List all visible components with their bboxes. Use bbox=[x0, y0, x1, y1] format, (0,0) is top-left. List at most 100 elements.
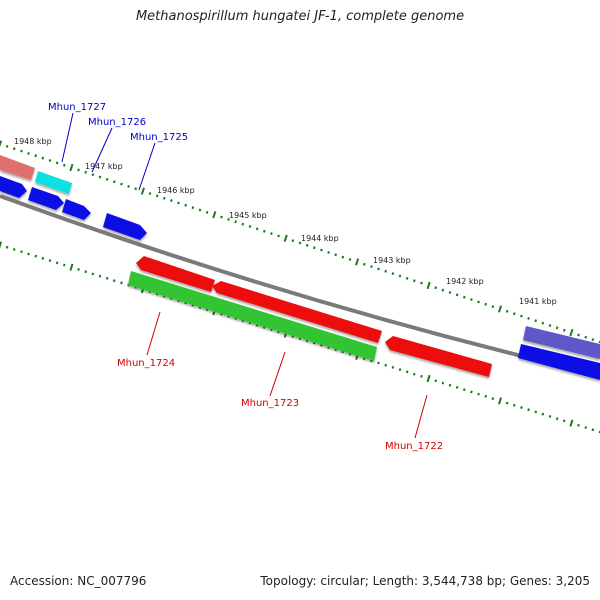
scale-tick-minor bbox=[520, 406, 523, 409]
scale-tick-minor bbox=[227, 218, 230, 221]
scale-tick-minor bbox=[470, 298, 473, 301]
map-title: Methanospirillum hungatei JF-1, complete… bbox=[135, 9, 465, 24]
scale-tick-minor bbox=[48, 159, 52, 162]
cds-cyan-mhun-1727[interactable] bbox=[35, 171, 72, 194]
scale-tick-minor bbox=[584, 426, 588, 429]
reverse-features bbox=[128, 256, 492, 377]
scale-tick-minor bbox=[27, 252, 30, 256]
scale-tick-minor bbox=[348, 258, 352, 261]
cds-red-mhun-1722[interactable] bbox=[385, 336, 492, 377]
cds-blue-c[interactable] bbox=[103, 213, 147, 240]
scale-tick-minor bbox=[255, 227, 259, 231]
scale-tick-minor bbox=[391, 366, 395, 369]
gene-label-mhun-1725[interactable]: Mhun_1725 bbox=[130, 132, 188, 143]
scale-tick-minor bbox=[405, 370, 409, 374]
scale-tick-minor bbox=[234, 220, 238, 224]
scale-tick-minor bbox=[162, 196, 166, 200]
scale-label-1943: 1943 kbp bbox=[373, 256, 411, 265]
cds-pink[interactable] bbox=[0, 155, 35, 180]
scale-tick-minor bbox=[520, 314, 523, 318]
scale-tick-major bbox=[355, 258, 360, 266]
scale-tick-minor bbox=[398, 274, 402, 278]
scale-tick-minor bbox=[505, 309, 509, 313]
cds-blue-a[interactable] bbox=[0, 176, 27, 198]
scale-tick-minor bbox=[577, 333, 580, 337]
scale-tick-major bbox=[140, 187, 145, 195]
scale-tick-minor bbox=[512, 403, 516, 407]
scale-tick-minor bbox=[420, 374, 423, 378]
gene-label-mhun-1727[interactable]: Mhun_1727 bbox=[48, 102, 106, 113]
scale-tick-major bbox=[69, 163, 74, 172]
cds-green-mhun-1724[interactable] bbox=[128, 271, 377, 361]
cds-red-mhun-1723[interactable] bbox=[212, 281, 382, 343]
scale-tick-minor bbox=[120, 182, 123, 186]
scale-tick-minor bbox=[277, 234, 280, 238]
scale-tick-minor bbox=[27, 152, 30, 155]
scale-tick-major bbox=[426, 374, 431, 383]
scale-tick-major bbox=[0, 140, 3, 148]
scale-tick-minor bbox=[412, 372, 416, 376]
scale-tick-major bbox=[0, 241, 2, 249]
scale-tick-minor bbox=[477, 392, 480, 396]
cds-slate[interactable] bbox=[523, 326, 600, 359]
gene-label-mhun-1722[interactable]: Mhun_1722 bbox=[385, 441, 443, 452]
scale-tick-minor bbox=[127, 185, 130, 188]
scale-tick-minor bbox=[177, 201, 180, 205]
scale-tick-minor bbox=[320, 248, 323, 252]
scale-tick-minor bbox=[291, 239, 295, 243]
scale-tick-minor bbox=[591, 428, 595, 432]
scale-tick-minor bbox=[305, 243, 309, 247]
scale-tick-minor bbox=[555, 417, 559, 421]
scale-tick-minor bbox=[384, 363, 388, 367]
gene-label-mhun-1724[interactable]: Mhun_1724 bbox=[117, 358, 175, 369]
gene-label-mhun-1723[interactable]: Mhun_1723 bbox=[241, 398, 299, 409]
scale-tick-major bbox=[569, 419, 574, 427]
scale-tick-minor bbox=[527, 408, 530, 412]
scale-tick-minor bbox=[112, 180, 116, 184]
scale-tick-minor bbox=[34, 254, 38, 258]
scale-tick-minor bbox=[462, 295, 466, 299]
scale-tick-minor bbox=[527, 317, 530, 320]
forward-gene-labels: Mhun_1727 Mhun_1726 Mhun_1725 bbox=[48, 102, 188, 191]
scale-tick-minor bbox=[77, 268, 80, 271]
scale-tick-minor bbox=[198, 208, 202, 212]
scale-tick-minor bbox=[84, 270, 88, 274]
scale-tick-minor bbox=[148, 192, 152, 195]
scale-tick-minor bbox=[534, 410, 538, 414]
scale-tick-minor bbox=[555, 326, 559, 330]
scale-tick-minor bbox=[391, 272, 395, 276]
scale-tick-minor bbox=[41, 156, 45, 160]
cds-blue-mhun-1726[interactable] bbox=[28, 187, 64, 210]
scale-tick-major bbox=[69, 263, 74, 271]
scale-tick-minor bbox=[562, 419, 566, 423]
scale-tick-minor bbox=[91, 173, 95, 177]
scale-tick-minor bbox=[512, 312, 516, 316]
cds-blue-d[interactable] bbox=[518, 344, 600, 380]
scale-tick-minor bbox=[191, 206, 195, 210]
scale-tick-minor bbox=[420, 281, 423, 285]
scale-tick-minor bbox=[62, 163, 66, 167]
scale-label-1944: 1944 kbp bbox=[301, 234, 339, 243]
scale-tick-minor bbox=[98, 175, 102, 179]
scale-tick-minor bbox=[398, 368, 402, 372]
scale-tick-minor bbox=[312, 246, 316, 250]
scale-tick-minor bbox=[484, 394, 488, 398]
scale-tick-minor bbox=[434, 286, 438, 290]
scale-tick-minor bbox=[248, 225, 252, 228]
scale-tick-minor bbox=[105, 276, 109, 280]
scale-tick-minor bbox=[384, 269, 388, 273]
scale-tick-minor bbox=[20, 250, 23, 254]
scale-tick-minor bbox=[20, 149, 23, 153]
scale-tick-minor bbox=[584, 335, 588, 339]
scale-tick-minor bbox=[441, 381, 445, 385]
scale-label-1942: 1942 kbp bbox=[446, 277, 484, 286]
scale-tick-minor bbox=[34, 154, 38, 158]
scale-tick-minor bbox=[12, 248, 16, 251]
scale-tick-minor bbox=[112, 279, 116, 283]
cds-blue-mhun-1725[interactable] bbox=[62, 199, 91, 220]
scale-label-1945: 1945 kbp bbox=[229, 211, 267, 220]
cds-red-a[interactable] bbox=[136, 256, 215, 292]
scale-tick-minor bbox=[270, 232, 273, 235]
gene-label-mhun-1726[interactable]: Mhun_1726 bbox=[88, 117, 146, 128]
scale-tick-minor bbox=[120, 281, 123, 285]
